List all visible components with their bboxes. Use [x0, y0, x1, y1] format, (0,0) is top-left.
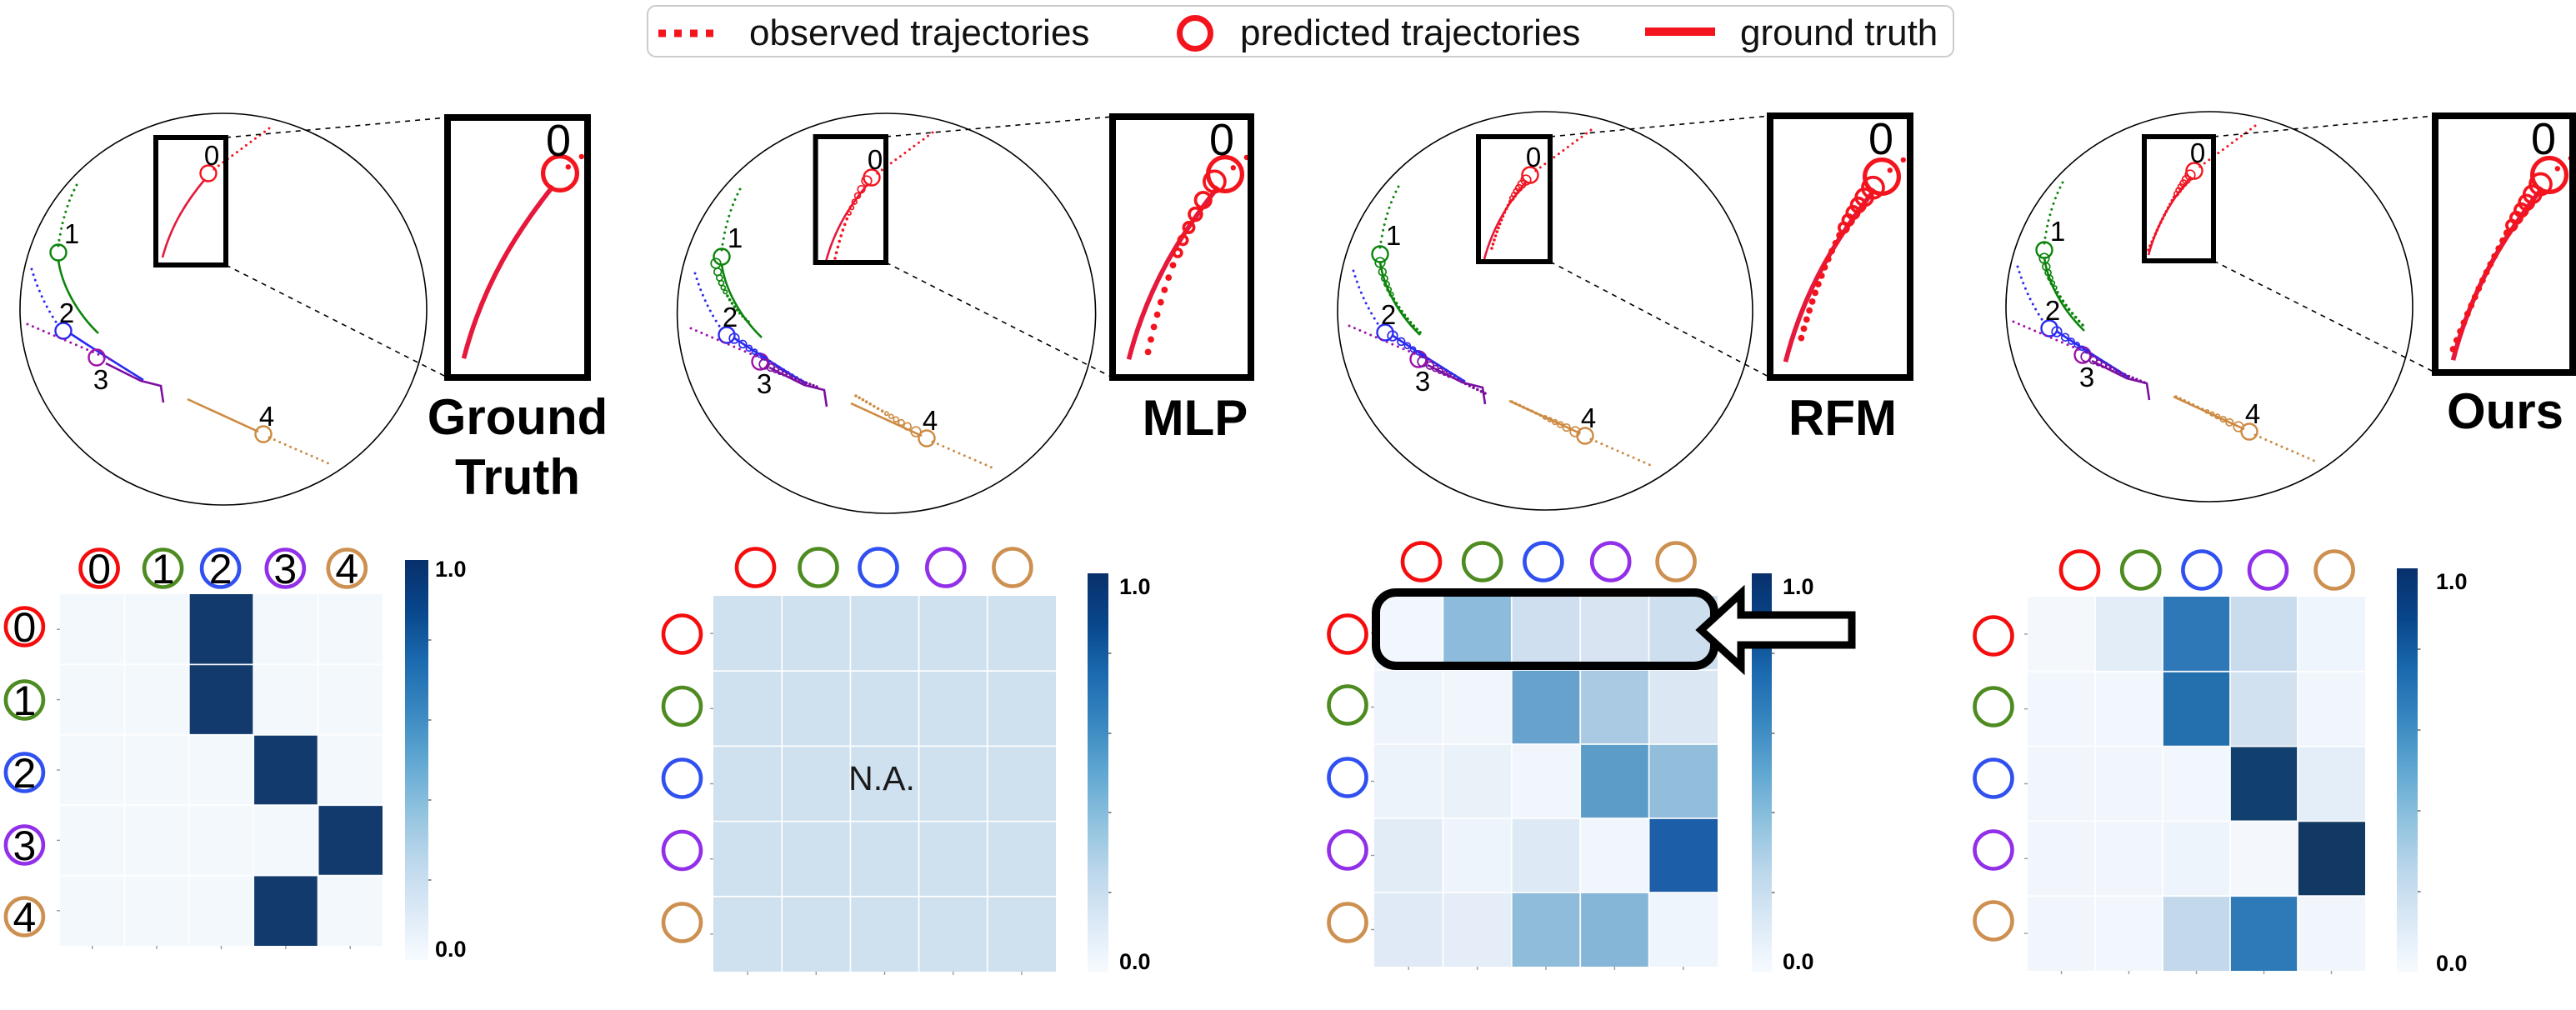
svg-text:2: 2 — [2045, 295, 2060, 326]
svg-text:1: 1 — [728, 222, 743, 253]
svg-text:0: 0 — [546, 116, 571, 166]
svg-text:N.A.: N.A. — [848, 759, 915, 798]
svg-text:ground truth: ground truth — [1740, 12, 1938, 53]
svg-text:0.0: 0.0 — [1783, 949, 1814, 974]
svg-text:3: 3 — [757, 368, 772, 399]
svg-text:3: 3 — [13, 822, 36, 869]
svg-text:4: 4 — [13, 894, 36, 941]
svg-text:Ours: Ours — [2447, 383, 2563, 439]
svg-text:Ground: Ground — [428, 389, 608, 445]
svg-text:1.0: 1.0 — [435, 557, 467, 582]
svg-text:0.0: 0.0 — [1119, 949, 1151, 974]
svg-text:4: 4 — [259, 401, 274, 432]
svg-text:1: 1 — [1386, 220, 1401, 251]
svg-text:2: 2 — [1381, 299, 1396, 330]
svg-text:2: 2 — [13, 750, 36, 797]
svg-text:RFM: RFM — [1788, 390, 1897, 446]
svg-text:3: 3 — [1415, 366, 1430, 397]
svg-text:4: 4 — [335, 546, 358, 592]
svg-text:1: 1 — [64, 218, 79, 249]
svg-text:Truth: Truth — [455, 449, 580, 505]
svg-text:0: 0 — [1209, 115, 1234, 165]
svg-text:1: 1 — [2050, 216, 2065, 247]
svg-text:2: 2 — [59, 298, 74, 328]
svg-text:3: 3 — [273, 546, 297, 592]
svg-text:3: 3 — [2079, 362, 2094, 392]
svg-text:0: 0 — [868, 144, 883, 175]
svg-text:predicted trajectories: predicted trajectories — [1240, 12, 1580, 53]
svg-text:1.0: 1.0 — [2436, 569, 2468, 594]
svg-text:0: 0 — [2531, 114, 2556, 164]
svg-text:0: 0 — [88, 546, 111, 592]
svg-text:3: 3 — [93, 364, 108, 395]
svg-text:observed trajectories: observed trajectories — [749, 12, 1089, 53]
svg-text:2: 2 — [209, 546, 233, 592]
svg-text:0: 0 — [1868, 114, 1893, 164]
svg-text:0: 0 — [2190, 138, 2205, 168]
svg-text:0: 0 — [13, 604, 36, 651]
svg-text:0: 0 — [204, 140, 219, 171]
svg-text:4: 4 — [2245, 398, 2260, 429]
svg-text:4: 4 — [923, 405, 938, 436]
svg-text:0.0: 0.0 — [435, 937, 467, 962]
svg-text:0: 0 — [1526, 142, 1541, 172]
svg-text:MLP: MLP — [1143, 390, 1248, 446]
svg-text:0.0: 0.0 — [2436, 951, 2468, 976]
svg-text:4: 4 — [1581, 402, 1596, 433]
svg-text:1: 1 — [152, 546, 175, 592]
svg-text:1.0: 1.0 — [1119, 574, 1151, 599]
svg-text:1: 1 — [13, 678, 36, 724]
svg-text:1.0: 1.0 — [1783, 574, 1814, 599]
svg-text:2: 2 — [723, 302, 738, 332]
